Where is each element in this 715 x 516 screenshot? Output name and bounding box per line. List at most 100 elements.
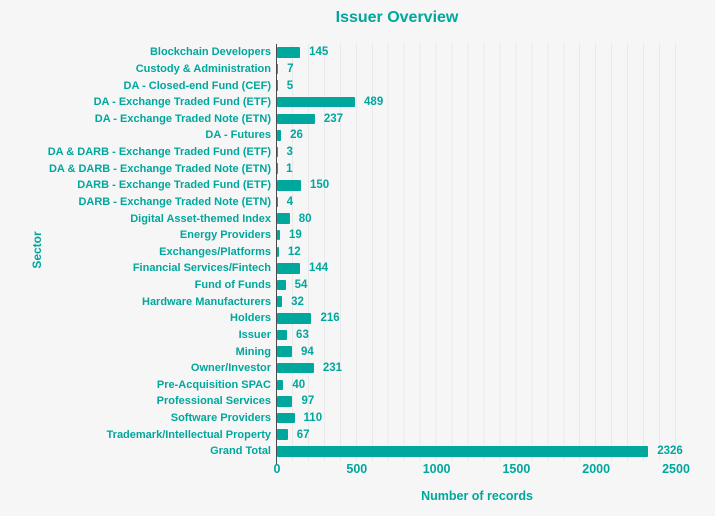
bar-row: DA - Futures 26 <box>0 127 715 144</box>
bar[interactable] <box>277 229 281 241</box>
bar-row: DA - Closed-end Fund (CEF) 5 <box>0 77 715 94</box>
bar[interactable] <box>277 396 293 407</box>
category-label: DA - Exchange Traded Fund (ETF) <box>93 96 271 109</box>
x-tick-label: 0 <box>273 462 281 476</box>
bar[interactable] <box>277 429 288 440</box>
bar[interactable] <box>277 213 290 224</box>
x-tick-label: 1000 <box>422 462 451 476</box>
bar-row: Blockchain Developers 145 <box>0 44 715 61</box>
bar[interactable] <box>277 313 312 324</box>
bar[interactable] <box>277 196 278 208</box>
bar[interactable] <box>277 113 315 125</box>
bar-track: 19 <box>277 227 715 244</box>
category-label: Professional Services <box>156 395 271 408</box>
value-label: 2326 <box>657 445 683 458</box>
category-label: Energy Providers <box>179 229 271 242</box>
category-label: Grand Total <box>210 445 271 458</box>
category-label: DARB - Exchange Traded Fund (ETF) <box>77 179 271 192</box>
bar[interactable] <box>277 329 288 341</box>
category-label: DA - Exchange Traded Note (ETN) <box>94 112 271 125</box>
bar-track: 7 <box>277 61 715 78</box>
bar[interactable] <box>277 246 279 258</box>
bar-track: 237 <box>277 111 715 128</box>
bar-rows: Blockchain Developers 145 Custody & Admini… <box>0 44 715 460</box>
bar-track: 145 <box>277 44 715 61</box>
category-label: Hardware Manufacturers <box>142 295 271 308</box>
category-label: Exchanges/Platforms <box>159 245 271 258</box>
value-label: 231 <box>322 362 343 375</box>
value-label: 63 <box>296 328 309 341</box>
x-axis-ticks: 0 500 1000 1500 2000 2500 <box>273 462 691 478</box>
category-label: Pre-Acquisition SPAC <box>156 378 271 391</box>
plot-gridlines <box>277 44 691 461</box>
bar-row: Mining 94 <box>0 343 715 360</box>
bar-row: DA - Exchange Traded Note (ETN) 237 <box>0 111 715 128</box>
bar-row: Grand Total 2326 <box>0 443 715 460</box>
bar[interactable] <box>277 180 301 191</box>
bar-row: Financial Services/Fintech 144 <box>0 260 715 277</box>
value-label: 54 <box>294 279 308 292</box>
bar-track: 12 <box>277 244 715 261</box>
bar-row: Holders 216 <box>0 310 715 327</box>
bar-track: 1 <box>277 160 715 177</box>
bar[interactable] <box>277 96 356 108</box>
bar[interactable] <box>277 80 278 91</box>
value-label: 40 <box>292 378 306 391</box>
y-axis-line <box>276 44 277 465</box>
category-label: Owner/Investor <box>190 362 271 375</box>
value-label: 150 <box>309 179 330 192</box>
bar-row: Professional Services 97 <box>0 393 715 410</box>
value-label: 145 <box>309 46 329 59</box>
category-label: Digital Asset-themed Index <box>130 212 271 225</box>
bar[interactable] <box>277 63 279 75</box>
value-label: 144 <box>308 262 329 275</box>
bar-track: 3 <box>277 144 715 161</box>
bar-track: 97 <box>277 393 715 410</box>
bar-track: 150 <box>277 177 715 194</box>
value-label: 237 <box>323 112 343 125</box>
bar[interactable] <box>277 279 286 291</box>
bar-row: Owner/Investor 231 <box>0 360 715 377</box>
bar-row: DA - Exchange Traded Fund (ETF) 489 <box>0 94 715 111</box>
x-tick-label: 2000 <box>582 462 611 476</box>
bar-track: 40 <box>277 377 715 394</box>
bar-row: Trademark/Intellectual Property 67 <box>0 426 715 443</box>
bar-row: Energy Providers 19 <box>0 227 715 244</box>
bar[interactable] <box>277 446 649 457</box>
category-label: Custody & Administration <box>135 62 271 75</box>
category-label: Blockchain Developers <box>149 46 271 59</box>
x-axis-title: Number of records <box>421 489 533 503</box>
bar-row: DA & DARB - Exchange Traded Fund (ETF) 3 <box>0 144 715 161</box>
bar[interactable] <box>277 379 284 391</box>
value-label: 67 <box>296 428 310 441</box>
bar-row: Software Providers 110 <box>0 410 715 427</box>
bar-track: 26 <box>277 127 715 144</box>
category-label: Trademark/Intellectual Property <box>106 428 271 441</box>
bar[interactable] <box>277 346 292 357</box>
bar[interactable] <box>277 47 301 58</box>
bar-track: 63 <box>277 327 715 344</box>
value-label: 26 <box>290 129 303 142</box>
value-label: 489 <box>364 96 384 109</box>
bar-track: 2326 <box>277 443 715 460</box>
bar-track: 80 <box>277 210 715 227</box>
bar-track: 231 <box>277 360 715 377</box>
bar-track: 32 <box>277 293 715 310</box>
value-label: 216 <box>320 312 340 325</box>
bar[interactable] <box>277 412 295 424</box>
bar[interactable] <box>277 130 282 141</box>
bar-row: Exchanges/Platforms 12 <box>0 244 715 261</box>
value-label: 94 <box>301 345 314 358</box>
bar-track: 110 <box>277 410 715 427</box>
value-label: 19 <box>289 229 302 242</box>
bar[interactable] <box>277 296 283 307</box>
bar[interactable] <box>277 263 300 274</box>
x-tick-label: 500 <box>346 462 368 476</box>
value-label: 3 <box>286 146 293 159</box>
bar-row: Hardware Manufacturers 32 <box>0 293 715 310</box>
bar-row: Issuer 63 <box>0 327 715 344</box>
bar-track: 4 <box>277 194 715 211</box>
bar[interactable] <box>277 362 314 374</box>
category-label: Mining <box>235 345 271 358</box>
